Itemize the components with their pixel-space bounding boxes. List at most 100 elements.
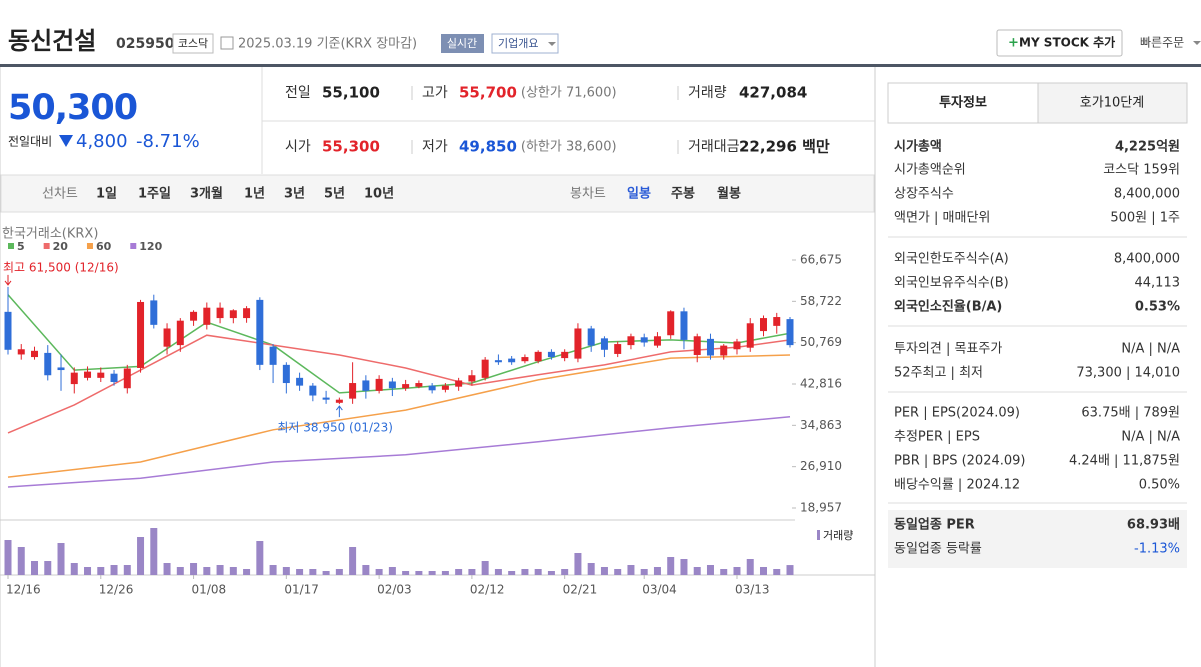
candle-body xyxy=(282,364,290,384)
period-tab[interactable]: 3개월 xyxy=(190,186,223,202)
candle-body xyxy=(229,310,237,319)
quote-value: 427,084 xyxy=(739,84,807,102)
candle-tab[interactable]: 주봉 xyxy=(671,187,695,202)
candle-body xyxy=(402,384,410,389)
volume-bar xyxy=(44,561,52,575)
info-label: 외국인한도주식수(A) xyxy=(894,252,1009,267)
quote-label: 거래대금 xyxy=(688,139,740,155)
volume-bar xyxy=(653,567,661,575)
candle-body xyxy=(309,385,317,396)
period-tab[interactable]: 10년 xyxy=(364,187,394,202)
period-tab[interactable]: 3년 xyxy=(284,187,305,202)
candle-body xyxy=(733,341,741,350)
chart-tabs: 1일 1주일 3개월 1년 3년 5년 10년 일봉 주봉 월봉 xyxy=(96,186,741,202)
info-label: 동일업종 PER xyxy=(894,518,975,533)
tab[interactable] xyxy=(1037,82,1188,124)
volume-bar xyxy=(733,567,741,575)
volume-bar xyxy=(773,569,781,575)
tab-label[interactable]: 투자정보 xyxy=(939,95,987,111)
volume-bar xyxy=(137,537,145,575)
calendar-icon xyxy=(220,36,234,50)
volume-bar xyxy=(415,571,423,575)
candle-body xyxy=(190,311,198,321)
volume-bar xyxy=(110,565,118,575)
candle-body xyxy=(627,336,635,346)
volume-bar xyxy=(190,563,198,575)
annotation-arrow xyxy=(335,405,343,418)
info-value: 73,300 | 14,010 xyxy=(1076,366,1180,381)
volume-bar xyxy=(229,567,237,575)
mystock-button[interactable] xyxy=(996,29,1123,57)
y-tick-label: 42,816 xyxy=(800,377,842,391)
x-tick-label: 02/21 xyxy=(563,583,598,597)
annotation: 최저 38,950 (01/23) xyxy=(277,421,393,435)
header-rule xyxy=(0,64,1201,67)
volume-bar xyxy=(534,569,542,575)
candle-body xyxy=(481,359,489,378)
date: 2025.03.19 기준(KRX 장마감) xyxy=(238,37,417,52)
period-tab[interactable]: 1주일 xyxy=(138,187,171,202)
info-value: 8,400,000 xyxy=(1114,187,1180,202)
candle-body xyxy=(110,373,118,383)
candle-body xyxy=(322,397,330,400)
quote-value: 49,850 xyxy=(459,138,517,156)
info-value: N/A | N/A xyxy=(1121,342,1180,357)
volume-bar xyxy=(786,565,794,575)
mystock[interactable]: MY STOCK 추가 xyxy=(1019,35,1115,50)
volume-bar xyxy=(508,571,516,575)
period-tab[interactable]: 1일 xyxy=(96,187,117,202)
info-value: N/A | N/A xyxy=(1121,430,1180,445)
company-button[interactable] xyxy=(491,33,559,54)
info-label: 시가총액 xyxy=(894,139,942,155)
period-tab[interactable]: 1년 xyxy=(244,187,265,202)
chart-tab-bar xyxy=(0,174,875,213)
volume-bar xyxy=(574,553,582,575)
tab-label[interactable]: 호가10단계 xyxy=(1080,96,1144,111)
info-value: -1.13% xyxy=(1134,542,1180,557)
candle-body xyxy=(57,367,65,371)
realtime-badge[interactable] xyxy=(441,34,484,53)
candle-body xyxy=(269,346,277,365)
price: 50,300 xyxy=(8,88,137,128)
quote-value: 55,100 xyxy=(322,84,380,102)
realtime[interactable]: 실시간 xyxy=(447,37,477,50)
tab-active[interactable] xyxy=(887,82,1039,124)
quote-value: 55,700 xyxy=(459,84,517,102)
stock-name: 동신건설 xyxy=(8,27,96,55)
candle-chart-label: 봉차트 xyxy=(570,187,606,202)
period-tab[interactable]: 5년 xyxy=(324,187,345,202)
candle-body xyxy=(706,338,714,356)
candle-body xyxy=(415,383,423,387)
volume-bar xyxy=(256,541,264,575)
candle-tab[interactable]: 일봉 xyxy=(627,187,651,202)
candle-body xyxy=(587,328,595,346)
annotation: 최고 61,500 (12/16) xyxy=(3,260,119,274)
y-tick-label: 18,957 xyxy=(800,501,842,515)
company[interactable]: 기업개요 xyxy=(498,37,538,50)
candle-body xyxy=(547,351,555,358)
volume-bar xyxy=(706,565,714,575)
candle-body xyxy=(773,317,781,326)
volume-bar xyxy=(667,557,675,575)
candle-body xyxy=(44,352,52,376)
volume-bar xyxy=(57,543,65,575)
candle-body xyxy=(494,360,502,363)
moving-average xyxy=(7,354,791,478)
quick-order[interactable]: 빠른주문 xyxy=(1140,36,1184,50)
moving-average xyxy=(7,416,791,488)
volume-bar xyxy=(84,567,92,575)
info-value: 500원 | 1주 xyxy=(1110,211,1180,226)
candle-body xyxy=(746,323,754,348)
volume-bar xyxy=(468,569,476,575)
info-value: 4.24배 | 11,875원 xyxy=(1069,454,1180,469)
volume-bar xyxy=(216,565,224,575)
x-tick-label: 01/08 xyxy=(192,583,227,597)
info-value: 68.93배 xyxy=(1127,517,1180,533)
down-arrow xyxy=(59,135,73,147)
candle-tab[interactable]: 월봉 xyxy=(717,186,741,202)
x-tick-label: 03/13 xyxy=(735,583,770,597)
candle-body xyxy=(203,307,211,325)
candle-body xyxy=(150,300,158,325)
